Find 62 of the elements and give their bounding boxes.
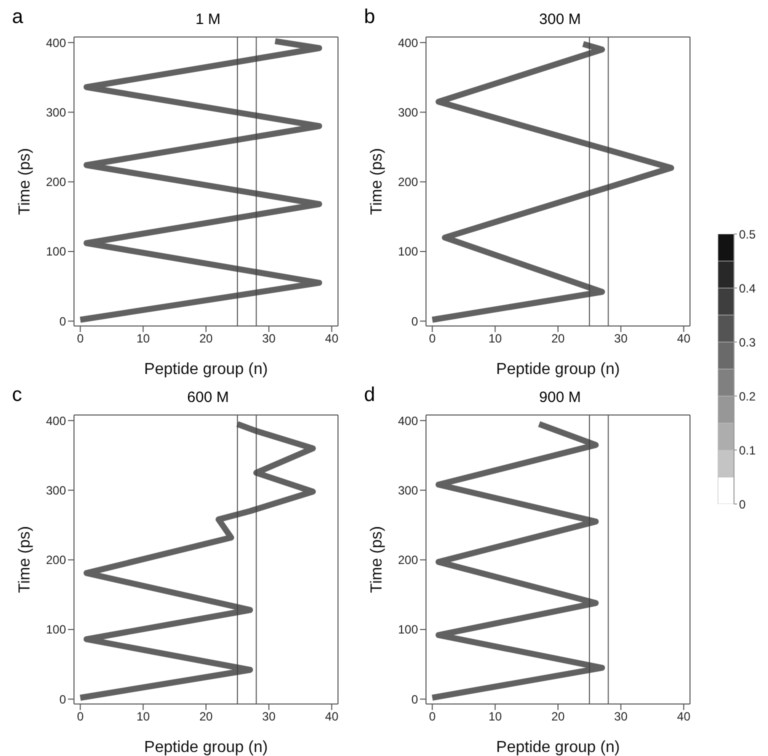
y-tick-label: 400 [46, 414, 66, 428]
y-tick-label: 200 [398, 553, 418, 568]
y-tick-label: 0 [411, 692, 418, 706]
y-tick-label: 200 [398, 175, 418, 190]
y-tick-label: 300 [398, 483, 418, 498]
x-tick-label: 40 [325, 332, 339, 346]
x-axis-title: Peptide group (n) [144, 739, 268, 756]
text: d [364, 384, 376, 407]
y-tick-label: 0.1 [739, 443, 756, 458]
y-tick-label: 300 [46, 105, 66, 120]
x-axis-title: Peptide group (n) [496, 361, 620, 378]
chart-title: 900 M [538, 389, 582, 406]
y-tick-label: 400 [398, 36, 418, 50]
x-tick-label: 30 [614, 710, 628, 724]
x-tick-label: 0 [428, 710, 436, 724]
y-tick-label: 100 [398, 622, 418, 637]
text: c [12, 384, 22, 407]
chart-title: 300 M [538, 11, 582, 28]
y-tick-label: 0.2 [739, 389, 756, 404]
y-axis-title: Time (ps) [368, 526, 386, 593]
chart-title: 1 M [194, 11, 222, 28]
y-tick-label: 0 [739, 497, 746, 512]
x-tick-label: 10 [488, 710, 502, 724]
y-tick-label: 200 [46, 553, 66, 568]
y-axis-title: Time (ps) [16, 148, 34, 215]
x-tick-label: 0 [76, 332, 84, 346]
y-tick-label: 400 [46, 36, 66, 50]
x-tick-label: 20 [551, 332, 565, 346]
y-tick-label: 400 [398, 414, 418, 428]
y-tick-label: 200 [46, 175, 66, 190]
x-tick-label: 10 [136, 710, 150, 724]
x-tick-label: 40 [677, 710, 691, 724]
y-tick-label: 0 [59, 314, 66, 328]
y-tick-label: 300 [398, 105, 418, 120]
y-tick-label: 0.5 [739, 227, 756, 242]
x-tick-label: 0 [428, 332, 436, 346]
x-tick-label: 20 [199, 710, 213, 724]
x-tick-label: 20 [199, 332, 213, 346]
x-tick-label: 30 [614, 332, 628, 346]
x-tick-label: 10 [488, 332, 502, 346]
y-tick-label: 100 [398, 244, 418, 259]
x-axis-title: Peptide group (n) [144, 361, 268, 378]
y-tick-label: 300 [46, 483, 66, 498]
y-tick-label: 100 [46, 244, 66, 259]
y-axis-title: Time (ps) [16, 526, 34, 593]
x-tick-label: 30 [262, 332, 276, 346]
y-tick-label: 0.4 [739, 281, 756, 296]
x-tick-label: 30 [262, 710, 276, 724]
y-tick-label: 0 [59, 692, 66, 706]
y-tick-label: 100 [46, 622, 66, 637]
chart-title: 600 M [186, 389, 230, 406]
x-tick-label: 20 [551, 710, 565, 724]
x-tick-label: 40 [325, 710, 339, 724]
y-tick-label: 0 [411, 314, 418, 328]
x-tick-label: 0 [76, 710, 84, 724]
text: a [12, 6, 24, 29]
x-axis-title: Peptide group (n) [496, 739, 620, 756]
text: b [364, 6, 376, 29]
y-tick-label: 0.3 [739, 335, 756, 350]
x-tick-label: 40 [677, 332, 691, 346]
x-tick-label: 10 [136, 332, 150, 346]
y-axis-title: Time (ps) [368, 148, 386, 215]
